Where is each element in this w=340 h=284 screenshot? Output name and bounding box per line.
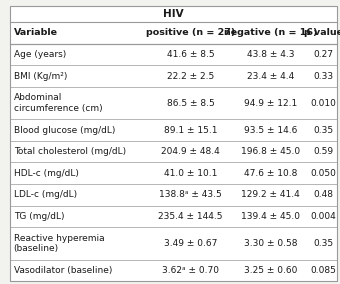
Text: Reactive hyperemia
(baseline): Reactive hyperemia (baseline): [14, 233, 104, 253]
Text: 23.4 ± 4.4: 23.4 ± 4.4: [247, 72, 294, 81]
Text: HIV: HIV: [163, 9, 184, 19]
Text: 0.59: 0.59: [313, 147, 334, 156]
Text: 196.8 ± 45.0: 196.8 ± 45.0: [241, 147, 300, 156]
Text: Total cholesterol (mg/dL): Total cholesterol (mg/dL): [14, 147, 126, 156]
Text: Variable: Variable: [14, 28, 57, 37]
Text: 0.48: 0.48: [313, 190, 334, 199]
Text: 93.5 ± 14.6: 93.5 ± 14.6: [244, 126, 297, 135]
Text: HDL-c (mg/dL): HDL-c (mg/dL): [14, 169, 79, 178]
Text: 129.2 ± 41.4: 129.2 ± 41.4: [241, 190, 300, 199]
Text: 0.35: 0.35: [313, 239, 334, 248]
Text: 3.30 ± 0.58: 3.30 ± 0.58: [244, 239, 297, 248]
Text: 139.4 ± 45.0: 139.4 ± 45.0: [241, 212, 300, 221]
Text: positive (n = 27): positive (n = 27): [146, 28, 235, 37]
Text: 89.1 ± 15.1: 89.1 ± 15.1: [164, 126, 217, 135]
Text: 41.0 ± 10.1: 41.0 ± 10.1: [164, 169, 217, 178]
Text: BMI (Kg/m²): BMI (Kg/m²): [14, 72, 67, 81]
Text: 0.050: 0.050: [311, 169, 337, 178]
Text: 0.27: 0.27: [313, 50, 334, 59]
Text: 3.49 ± 0.67: 3.49 ± 0.67: [164, 239, 217, 248]
Text: 41.6 ± 8.5: 41.6 ± 8.5: [167, 50, 214, 59]
Text: 94.9 ± 12.1: 94.9 ± 12.1: [244, 99, 297, 108]
Text: 3.62ᵃ ± 0.70: 3.62ᵃ ± 0.70: [162, 266, 219, 275]
Text: 0.33: 0.33: [313, 72, 334, 81]
Text: LDL-c (mg/dL): LDL-c (mg/dL): [14, 190, 77, 199]
Text: 43.8 ± 4.3: 43.8 ± 4.3: [247, 50, 294, 59]
Text: 0.085: 0.085: [311, 266, 337, 275]
Text: 0.004: 0.004: [311, 212, 336, 221]
Text: 0.35: 0.35: [313, 126, 334, 135]
Text: Vasodilator (baseline): Vasodilator (baseline): [14, 266, 112, 275]
Text: Age (years): Age (years): [14, 50, 66, 59]
Text: 0.010: 0.010: [311, 99, 337, 108]
Text: 22.2 ± 2.5: 22.2 ± 2.5: [167, 72, 214, 81]
Text: 3.25 ± 0.60: 3.25 ± 0.60: [244, 266, 297, 275]
Text: Abdominal
circumference (cm): Abdominal circumference (cm): [14, 93, 102, 113]
Text: 47.6 ± 10.8: 47.6 ± 10.8: [244, 169, 297, 178]
Text: 235.4 ± 144.5: 235.4 ± 144.5: [158, 212, 223, 221]
Text: 86.5 ± 8.5: 86.5 ± 8.5: [167, 99, 215, 108]
Text: negative (n = 16): negative (n = 16): [224, 28, 317, 37]
Text: 138.8ᵃ ± 43.5: 138.8ᵃ ± 43.5: [159, 190, 222, 199]
Text: TG (mg/dL): TG (mg/dL): [14, 212, 64, 221]
Text: Blood glucose (mg/dL): Blood glucose (mg/dL): [14, 126, 115, 135]
Text: 204.9 ± 48.4: 204.9 ± 48.4: [161, 147, 220, 156]
Text: p value: p value: [304, 28, 340, 37]
